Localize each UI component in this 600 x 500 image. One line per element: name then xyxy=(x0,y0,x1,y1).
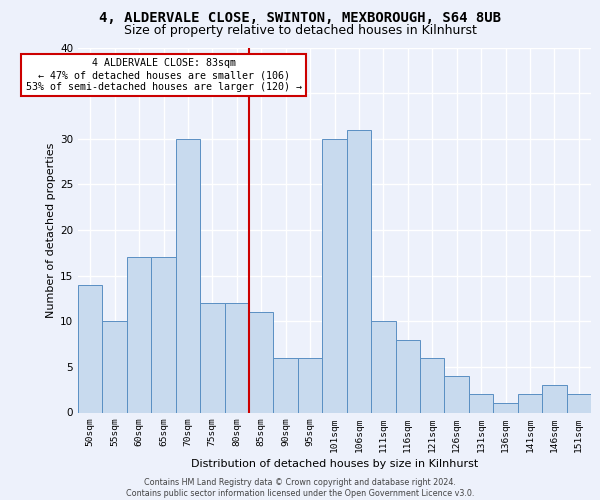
Bar xyxy=(249,312,274,412)
Text: Size of property relative to detached houses in Kilnhurst: Size of property relative to detached ho… xyxy=(124,24,476,37)
Text: 4 ALDERVALE CLOSE: 83sqm
← 47% of detached houses are smaller (106)
53% of semi-: 4 ALDERVALE CLOSE: 83sqm ← 47% of detach… xyxy=(25,58,302,92)
Bar xyxy=(200,303,224,412)
Y-axis label: Number of detached properties: Number of detached properties xyxy=(46,142,56,318)
Bar xyxy=(347,130,371,412)
Bar xyxy=(103,322,127,412)
Bar xyxy=(420,358,445,412)
Bar xyxy=(78,285,103,412)
Bar xyxy=(322,138,347,412)
Text: 4, ALDERVALE CLOSE, SWINTON, MEXBOROUGH, S64 8UB: 4, ALDERVALE CLOSE, SWINTON, MEXBOROUGH,… xyxy=(99,11,501,25)
Bar xyxy=(224,303,249,412)
Bar xyxy=(298,358,322,412)
Bar xyxy=(395,340,420,412)
Bar xyxy=(274,358,298,412)
Bar xyxy=(151,258,176,412)
Bar xyxy=(176,138,200,412)
Bar xyxy=(445,376,469,412)
Bar xyxy=(566,394,591,412)
Bar xyxy=(371,322,395,412)
Bar xyxy=(542,385,566,412)
Bar xyxy=(127,258,151,412)
Bar xyxy=(493,404,518,412)
Bar xyxy=(469,394,493,412)
Text: Contains HM Land Registry data © Crown copyright and database right 2024.
Contai: Contains HM Land Registry data © Crown c… xyxy=(126,478,474,498)
X-axis label: Distribution of detached houses by size in Kilnhurst: Distribution of detached houses by size … xyxy=(191,459,478,469)
Bar xyxy=(518,394,542,412)
